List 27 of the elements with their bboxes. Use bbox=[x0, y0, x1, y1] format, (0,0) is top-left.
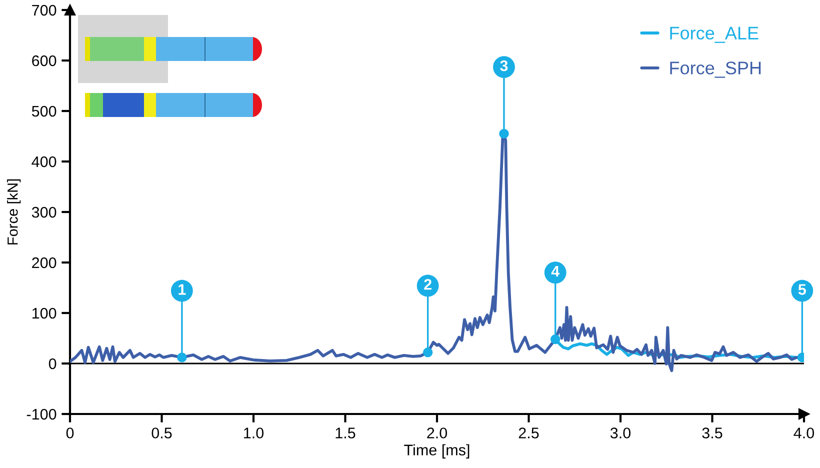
y-tick-label: 0 bbox=[48, 358, 56, 370]
x-axis-title: Time [ms] bbox=[404, 444, 470, 458]
annotation: 1 bbox=[178, 284, 186, 295]
x-tick-label: 1.0 bbox=[244, 428, 264, 438]
x-tick-label: 4.0 bbox=[794, 428, 814, 438]
x-tick-label: 0 bbox=[66, 428, 74, 438]
y-tick-label: 200 bbox=[32, 257, 56, 268]
annotation: 4 bbox=[551, 266, 560, 277]
legend-label: Force_SPH bbox=[670, 62, 761, 78]
annotation: 3 bbox=[500, 60, 508, 72]
x-tick-label: 3.0 bbox=[610, 428, 631, 438]
y-tick-label: 500 bbox=[32, 106, 56, 117]
x-tick-label: 3.5 bbox=[702, 428, 722, 438]
x-tick-label: 2.0 bbox=[427, 428, 448, 438]
y-tick-label: 600 bbox=[32, 55, 56, 66]
annotation: 5 bbox=[798, 284, 806, 295]
x-tick-label: 2.5 bbox=[518, 428, 539, 438]
y-tick-label: -100 bbox=[26, 408, 56, 420]
y-tick-label: 100 bbox=[32, 308, 56, 319]
legend-label: Force_ALE bbox=[670, 26, 758, 43]
x-tick-label: 1.5 bbox=[336, 428, 356, 438]
y-tick-label: 300 bbox=[32, 206, 56, 218]
annotation: 2 bbox=[424, 279, 432, 290]
y-axis-title: Force [kN] bbox=[7, 179, 21, 244]
y-tick-label: 700 bbox=[32, 4, 56, 16]
y-tick-label: 400 bbox=[32, 156, 56, 168]
x-tick-label: 0.5 bbox=[152, 428, 172, 438]
